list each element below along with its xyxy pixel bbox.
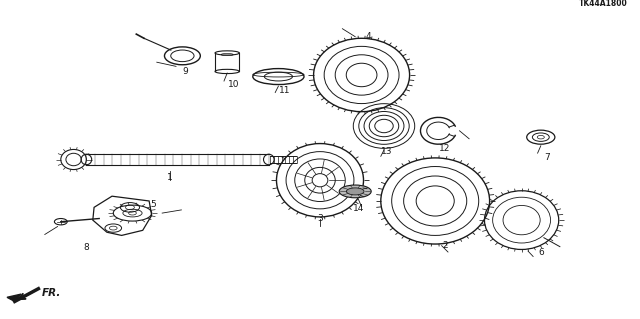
- Text: 5: 5: [151, 200, 156, 209]
- Text: 2: 2: [442, 241, 447, 250]
- Ellipse shape: [346, 188, 364, 195]
- Text: 9: 9: [183, 67, 188, 76]
- Text: 12: 12: [439, 144, 451, 153]
- Text: 11: 11: [279, 86, 291, 95]
- Text: 3: 3: [317, 214, 323, 223]
- Text: TK44A1800: TK44A1800: [579, 0, 627, 8]
- Text: 10: 10: [228, 80, 239, 89]
- Polygon shape: [7, 294, 21, 301]
- Text: 6: 6: [538, 248, 543, 256]
- Text: 1: 1: [167, 173, 172, 182]
- Text: 4: 4: [365, 32, 371, 41]
- Text: FR.: FR.: [42, 288, 61, 298]
- Text: 7: 7: [545, 153, 550, 162]
- Text: 14: 14: [353, 204, 364, 213]
- Text: 8: 8: [84, 243, 89, 252]
- Ellipse shape: [339, 185, 371, 198]
- Text: 13: 13: [381, 147, 393, 156]
